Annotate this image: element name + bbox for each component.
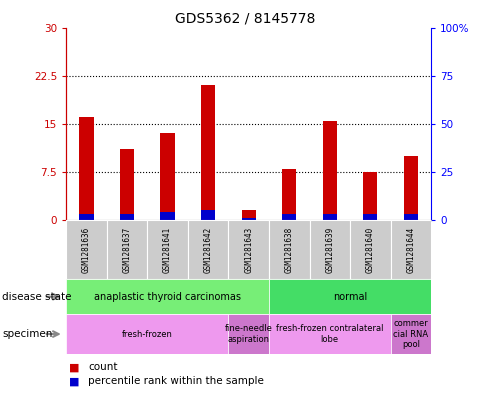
- Text: GSM1281641: GSM1281641: [163, 226, 172, 273]
- Text: percentile rank within the sample: percentile rank within the sample: [88, 376, 264, 386]
- Bar: [79, 214, 94, 220]
- Text: disease state: disease state: [2, 292, 72, 302]
- Bar: [160, 212, 174, 220]
- Text: fresh-frozen contralateral
lobe: fresh-frozen contralateral lobe: [276, 324, 384, 344]
- Text: GSM1281638: GSM1281638: [285, 226, 294, 273]
- Bar: [120, 214, 134, 220]
- Bar: [66, 314, 228, 354]
- Text: GSM1281637: GSM1281637: [122, 226, 131, 273]
- Bar: [107, 220, 147, 279]
- Bar: [269, 314, 391, 354]
- Text: specimen: specimen: [2, 329, 53, 339]
- Bar: [323, 214, 337, 220]
- Bar: [269, 220, 310, 279]
- Text: commer
cial RNA
pool: commer cial RNA pool: [393, 319, 428, 349]
- Bar: [242, 211, 256, 220]
- Bar: [404, 214, 418, 220]
- Bar: [147, 220, 188, 279]
- Bar: [228, 314, 269, 354]
- Text: GSM1281642: GSM1281642: [204, 226, 213, 273]
- Text: GSM1281643: GSM1281643: [244, 226, 253, 273]
- Bar: [350, 220, 391, 279]
- Bar: [79, 118, 94, 220]
- Text: fine-needle
aspiration: fine-needle aspiration: [225, 324, 272, 344]
- Bar: [363, 172, 377, 220]
- Text: ■: ■: [69, 362, 79, 373]
- Bar: [310, 220, 350, 279]
- Bar: [391, 220, 431, 279]
- Bar: [363, 214, 377, 220]
- Bar: [269, 279, 431, 314]
- Text: anaplastic thyroid carcinomas: anaplastic thyroid carcinomas: [94, 292, 241, 302]
- Bar: [201, 211, 215, 220]
- Bar: [188, 220, 228, 279]
- Bar: [404, 156, 418, 220]
- Bar: [323, 121, 337, 220]
- Bar: [66, 220, 107, 279]
- Bar: [391, 314, 431, 354]
- Bar: [160, 133, 174, 220]
- Bar: [228, 220, 269, 279]
- Bar: [242, 218, 256, 220]
- Bar: [282, 169, 296, 220]
- Text: fresh-frozen: fresh-frozen: [122, 330, 172, 338]
- Text: GDS5362 / 8145778: GDS5362 / 8145778: [175, 12, 315, 26]
- Bar: [282, 214, 296, 220]
- Text: GSM1281644: GSM1281644: [406, 226, 416, 273]
- Text: ■: ■: [69, 376, 79, 386]
- Text: normal: normal: [333, 292, 367, 302]
- Text: GSM1281640: GSM1281640: [366, 226, 375, 273]
- Text: GSM1281639: GSM1281639: [325, 226, 334, 273]
- Bar: [120, 149, 134, 220]
- Bar: [201, 85, 215, 220]
- Text: GSM1281636: GSM1281636: [82, 226, 91, 273]
- Bar: [66, 279, 269, 314]
- Text: count: count: [88, 362, 118, 373]
